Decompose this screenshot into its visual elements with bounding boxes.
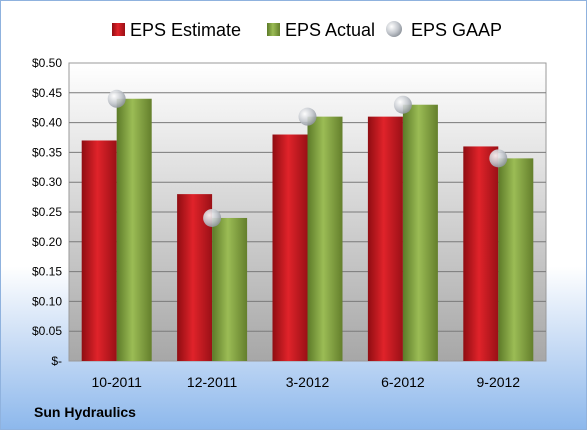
legend-item-gaap: EPS GAAP	[386, 20, 502, 40]
y-tick-label: $0.15	[32, 265, 62, 279]
gaap-marker	[107, 89, 126, 108]
estimate-bar	[81, 140, 117, 361]
y-tick-label: $0.20	[32, 235, 62, 249]
y-tick-label: $0.05	[32, 324, 62, 338]
x-category-label: 6-2012	[381, 374, 425, 390]
y-tick-label: $0.10	[32, 294, 62, 308]
y-tick-label: $-	[51, 354, 62, 368]
actual-bar	[212, 217, 248, 361]
x-category-label: 3-2012	[286, 374, 330, 390]
y-tick-label: $0.50	[32, 56, 62, 70]
legend-swatch-actual	[267, 23, 280, 36]
legend-item-actual: EPS Actual	[267, 20, 375, 40]
legend-swatch-estimate	[112, 23, 125, 36]
legend-label-estimate: EPS Estimate	[130, 20, 241, 40]
actual-bar	[116, 98, 152, 361]
gaap-marker	[393, 95, 412, 114]
legend-label-actual: EPS Actual	[285, 20, 375, 40]
legend-swatch-gaap	[386, 21, 402, 37]
actual-bar	[402, 104, 438, 361]
gaap-marker	[298, 107, 317, 126]
gaap-markers	[107, 89, 508, 227]
y-axis-ticks: $- $0.05 $0.10 $0.15 $0.20 $0.25 $0.30 $0.35 $0.…	[32, 56, 62, 368]
actual-bar	[498, 158, 534, 361]
legend-item-estimate: EPS Estimate	[112, 20, 241, 40]
legend: EPS Estimate EPS Actual EPS GAAP	[112, 20, 502, 40]
y-tick-label: $0.30	[32, 175, 62, 189]
y-tick-label: $0.35	[32, 145, 62, 159]
y-tick-label: $0.40	[32, 116, 62, 130]
y-tick-label: $0.25	[32, 205, 62, 219]
x-axis-categories: 10-2011 12-2011 3-2012 6-2012 9-2012	[92, 374, 521, 390]
estimate-bar	[463, 146, 499, 361]
brand-label: Sun Hydraulics	[34, 404, 136, 420]
legend-label-gaap: EPS GAAP	[411, 20, 502, 40]
gaap-marker	[489, 149, 508, 168]
actual-bar	[307, 116, 343, 361]
x-category-label: 12-2011	[187, 374, 238, 390]
x-category-label: 10-2011	[92, 374, 143, 390]
estimate-bar	[367, 116, 403, 361]
gaap-marker	[203, 208, 222, 227]
bars	[81, 98, 534, 361]
y-tick-label: $0.45	[32, 86, 62, 100]
estimate-bar	[272, 134, 308, 361]
x-category-label: 9-2012	[477, 374, 521, 390]
